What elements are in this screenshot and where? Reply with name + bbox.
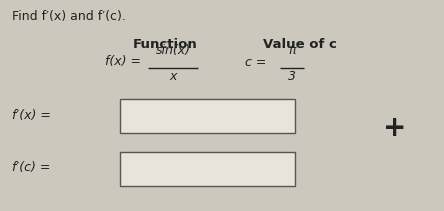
Text: Value of c: Value of c xyxy=(263,38,337,51)
Text: Find f′(x) and f′(c).: Find f′(x) and f′(c). xyxy=(12,10,126,23)
Text: x: x xyxy=(169,70,177,83)
Text: +: + xyxy=(383,114,407,142)
FancyBboxPatch shape xyxy=(120,99,295,133)
Text: f′(c) =: f′(c) = xyxy=(12,161,50,174)
Text: Function: Function xyxy=(133,38,198,51)
Text: c =: c = xyxy=(245,55,266,69)
Text: π: π xyxy=(288,44,296,57)
Text: sin(x): sin(x) xyxy=(155,44,190,57)
Text: 3: 3 xyxy=(288,70,296,83)
Text: f′(x) =: f′(x) = xyxy=(12,110,51,123)
FancyBboxPatch shape xyxy=(120,152,295,186)
Text: f(x) =: f(x) = xyxy=(105,55,141,69)
